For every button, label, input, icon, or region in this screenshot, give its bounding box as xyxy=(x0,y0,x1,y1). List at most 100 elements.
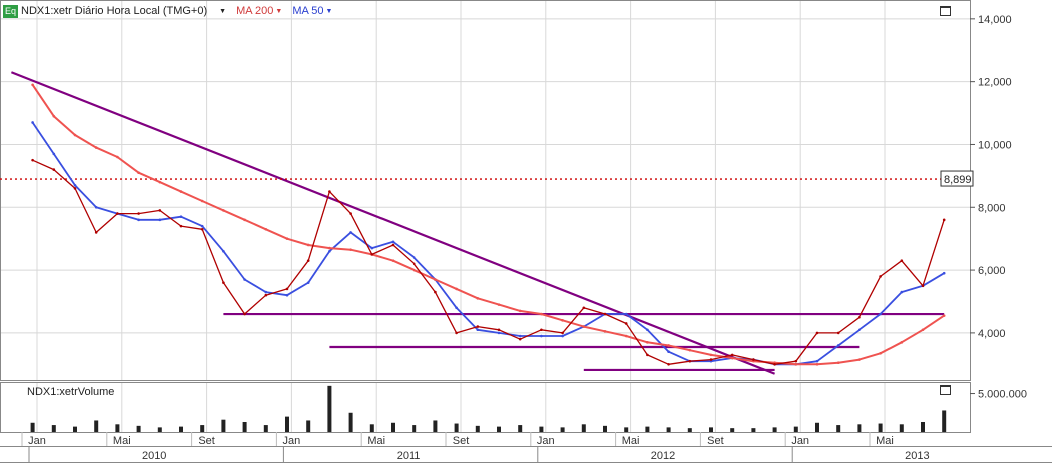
volume-bar xyxy=(751,428,756,432)
ma200-line-point xyxy=(31,83,34,87)
volume-bar xyxy=(391,422,395,432)
y-tick-label: 8,000 xyxy=(978,202,1006,214)
caret-down-icon[interactable]: ▼ xyxy=(219,7,227,15)
volume-bar xyxy=(709,427,713,432)
price-line-point xyxy=(243,312,246,316)
price-line-point xyxy=(540,328,543,332)
x-month-label: Set xyxy=(707,435,724,447)
ma200-line xyxy=(31,84,945,366)
ma50-legend[interactable]: MA 50 ▼ xyxy=(292,5,332,17)
maximize-price-panel-icon[interactable] xyxy=(940,6,951,16)
price-line-point xyxy=(370,253,374,256)
ma200-line-point xyxy=(730,356,734,360)
price-line-point xyxy=(582,306,586,310)
volume-bar xyxy=(369,424,374,432)
ma50-line-point xyxy=(179,215,183,218)
ma200-line-point xyxy=(455,287,458,291)
x-year-label: 2010 xyxy=(142,450,166,462)
ma200-line-point xyxy=(412,268,416,272)
volume-bar xyxy=(666,427,671,432)
ma200-line-point xyxy=(285,237,289,240)
price-line-point xyxy=(264,293,268,297)
equity-badge: Eq xyxy=(3,4,18,18)
volume-bar xyxy=(645,426,650,432)
ma200-line-point xyxy=(179,190,183,193)
ma200-legend[interactable]: MA 200 ▼ xyxy=(236,5,282,17)
ma200-line-point xyxy=(836,361,840,365)
price-line-point xyxy=(646,353,649,357)
ma200-line-point xyxy=(815,362,819,366)
ma200-line-point xyxy=(921,328,925,332)
price-line-point xyxy=(116,212,119,215)
price-line-point xyxy=(667,362,670,366)
price-line-point xyxy=(31,158,34,162)
price-line-point xyxy=(900,259,904,262)
axis-labels: 4,000 6,000 8,000 10,000 12,000 14,000 5.000.0… xyxy=(21,14,1027,462)
volume-bar xyxy=(263,425,268,432)
ma200-line-point xyxy=(603,330,607,333)
volume-bar xyxy=(857,424,862,432)
price-line-point xyxy=(328,190,331,193)
instrument-title[interactable]: NDX1:xetr Diário Hora Local (TMG+0) xyxy=(21,5,208,17)
ma200-line-point xyxy=(222,209,225,212)
volume-bar xyxy=(179,426,183,432)
volume-bar xyxy=(942,410,947,432)
x-year-label: 2012 xyxy=(651,450,675,462)
volume-panel-frame xyxy=(0,382,971,433)
ma50-line-point xyxy=(52,152,56,156)
price-line-point xyxy=(624,322,628,325)
ma50-line-point xyxy=(497,331,501,335)
volume-bar xyxy=(157,427,162,432)
caret-down-icon[interactable]: ▼ xyxy=(325,7,333,15)
ma50-line-point xyxy=(370,246,374,250)
ma200-line-point xyxy=(434,278,437,281)
maximize-volume-panel-icon[interactable] xyxy=(940,385,951,395)
caret-down-icon[interactable]: ▼ xyxy=(275,7,283,15)
price-line-point xyxy=(730,353,734,357)
volume-bar xyxy=(51,425,56,432)
x-year-label: 2013 xyxy=(905,450,929,462)
volume-bar xyxy=(200,425,205,432)
price-line-point xyxy=(561,331,564,335)
ma200-line-point xyxy=(349,248,352,251)
price-line-point xyxy=(942,218,946,222)
price-line-point xyxy=(497,328,501,332)
volume-bar xyxy=(899,424,904,432)
ma200-line-point xyxy=(391,259,395,262)
ma50-label: MA 50 xyxy=(292,5,324,17)
ma50-line-point xyxy=(243,278,246,281)
ma200-line-point xyxy=(137,171,140,175)
volume-bar xyxy=(242,422,247,432)
ma50-line-point xyxy=(836,344,840,347)
ma200-line-point xyxy=(879,352,882,355)
price-line-point xyxy=(158,209,162,212)
volume-bar xyxy=(221,419,226,432)
ma200-line-point xyxy=(900,341,904,344)
volume-bar xyxy=(624,427,629,432)
ma50-line-point xyxy=(73,183,77,187)
ma200-line-point xyxy=(540,312,543,316)
price-line-point xyxy=(455,331,458,335)
volume-bar xyxy=(94,420,99,432)
volume-bar xyxy=(815,422,819,432)
price-line-point xyxy=(73,187,77,190)
price-line-point xyxy=(603,312,607,316)
price-line-point xyxy=(752,358,755,361)
ma50-line-point xyxy=(328,249,331,253)
price-line-point xyxy=(921,284,925,288)
price-line-point xyxy=(306,259,310,262)
volume-bar xyxy=(560,427,565,432)
ma200-line-point xyxy=(667,344,670,347)
ma200-line-point xyxy=(582,325,586,328)
last-value-label: 8,899 xyxy=(944,174,972,186)
ma50-line-point xyxy=(94,205,98,209)
volume-bar xyxy=(327,385,332,432)
ma50-line-point xyxy=(476,328,480,332)
ma50-line-point xyxy=(879,312,882,316)
y-tick-label: 10,000 xyxy=(978,139,1012,151)
volume-bar xyxy=(878,423,883,432)
volume-bar xyxy=(348,412,353,432)
x-month-label: Mai xyxy=(113,435,131,447)
ma200-line-point xyxy=(94,146,98,149)
